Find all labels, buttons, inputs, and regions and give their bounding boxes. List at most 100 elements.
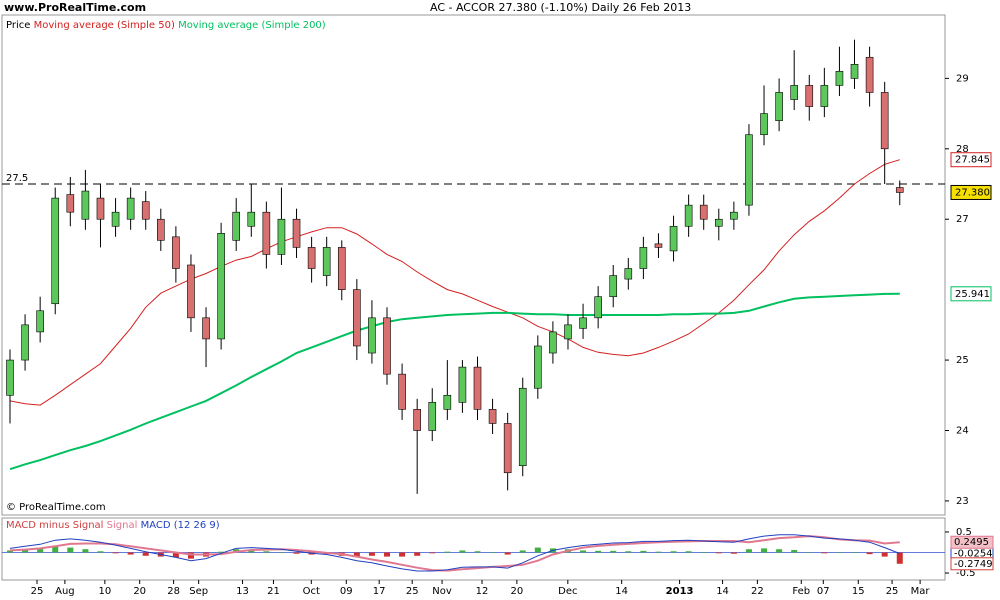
candle-body [51,197,60,305]
histogram-bar [730,552,737,554]
candle-body [564,324,572,340]
macd-line [9,535,900,572]
candle-body [534,345,542,389]
histogram-bar [97,551,104,553]
histogram-bar [368,552,375,556]
candle-body [368,317,376,354]
histogram-bar [836,552,843,553]
x-tick-label: Mar [911,586,931,597]
candle-body [337,247,346,290]
candle-body [775,92,783,121]
macd-line [9,534,900,572]
x-tick-label: Oct [303,586,320,597]
candle-body [353,289,361,347]
histogram-bar [806,552,813,553]
chart-title: AC - ACCOR 27.380 (-1.10%) Daily 26 Feb … [430,1,691,14]
x-tick-label: Aug [55,586,75,597]
macd-last-label: -0.2749 [954,559,993,570]
x-tick-label: 20 [510,586,523,597]
price-pane [1,14,946,516]
x-tick-label: 20 [133,586,146,597]
candle-body [413,409,421,431]
x-tick-label: 28 [167,586,180,597]
histogram-bar [791,550,798,553]
candle-body [850,63,859,79]
histogram-bar [776,549,783,553]
candle-body [488,409,497,424]
macd-last-box [950,557,994,571]
legend-entry: Moving average (Simple 50) [34,20,175,31]
candle-body [760,113,768,136]
x-tick-label: Feb [792,586,810,597]
histogram-bar [399,552,406,557]
x-tick-label: 10 [98,586,111,597]
candle-body [684,204,693,227]
macd-last-label: -0.0254 [954,549,993,560]
y-tick-label: 23 [956,496,969,507]
x-tick-label: 25 [886,586,899,597]
histogram-bar [52,546,59,553]
histogram-bar [610,550,617,553]
candle-body [21,324,29,361]
x-tick-label: 17 [373,586,386,597]
candle-body [66,194,75,213]
y-tick-label: 29 [956,73,969,84]
candle-body [730,211,738,220]
histogram-bar [82,549,89,553]
x-tick-label: 25 [31,586,44,597]
histogram-bar [821,552,828,554]
histogram-bar [172,552,179,558]
candle-body [805,85,814,107]
x-tick-label: 07 [817,586,830,597]
candle-body [307,247,316,269]
macd-last-label: 0.2495 [954,537,989,548]
x-tick-label: 22 [751,586,764,597]
site-name: www.ProRealTime.com [4,1,146,14]
candle-body [141,201,150,220]
y-tick-label: 28 [956,144,969,155]
histogram-bar [187,552,194,559]
moving-average [9,292,900,471]
candle-body [639,247,648,269]
histogram-bar [248,550,255,553]
candle-body [322,247,331,276]
candle-body [669,225,678,252]
candle-body [714,218,723,227]
x-tick-label: 14 [716,586,729,597]
candle-body [428,402,437,431]
ma50-last-box [950,152,992,168]
candle-body [503,423,512,474]
candle-body [247,211,256,227]
candle-body [745,134,753,206]
candle-body [96,197,105,220]
x-tick-label: 15 [852,586,865,597]
candle-body [609,275,618,297]
candle-body [579,317,587,329]
y-tick-label: -0.5 [956,568,976,579]
histogram-bar [881,552,888,557]
legend-entry: Moving average (Simple 200) [178,20,326,31]
candle-body [699,204,708,220]
histogram-bar [459,550,466,553]
histogram-bar [6,550,13,553]
histogram-bar [700,552,707,553]
histogram-bar [353,552,360,557]
close-last: 27.380 [955,187,990,198]
x-tick-label: 25 [406,586,419,597]
x-tick-label: Nov [432,586,452,597]
ma50-last: 27.845 [955,155,990,166]
candle-body [654,243,663,248]
histogram-bar [263,551,270,553]
histogram-bar [474,551,481,553]
candle-body [398,373,406,410]
candle-body [6,359,14,396]
x-tick-label: 13 [236,586,249,597]
histogram-bar [278,552,285,553]
legend-entry: Price [6,20,30,31]
y-tick-label: 27 [956,214,969,225]
histogram-bar [127,552,134,555]
histogram-bar [489,552,496,553]
histogram-bar [534,547,541,553]
y-tick-label: 25 [956,355,969,366]
histogram-bar [22,549,29,553]
